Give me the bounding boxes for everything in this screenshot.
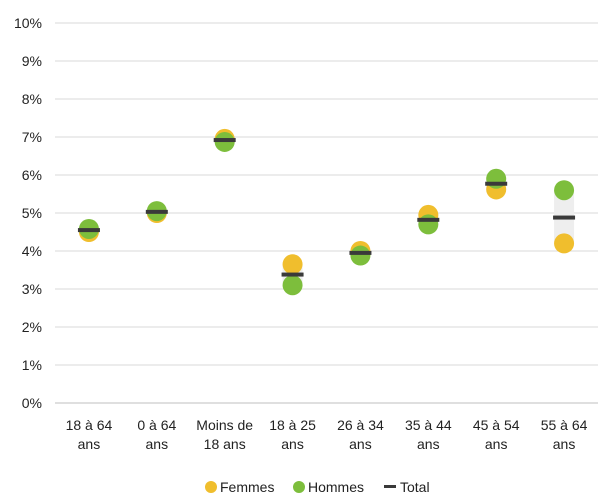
- y-tick-label: 3%: [22, 281, 42, 297]
- category-label-line: ans: [281, 436, 304, 452]
- y-tick-label: 7%: [22, 129, 42, 145]
- legend-item-hommes: Hommes: [293, 479, 364, 495]
- category-label: 45 à 54 ans: [473, 417, 520, 452]
- category-label: 0 à 64 ans: [137, 417, 176, 452]
- point-total: [485, 181, 508, 186]
- legend-label: Total: [400, 479, 430, 495]
- legend-item-femmes: Femmes: [205, 479, 274, 495]
- category-label-line: ans: [78, 436, 101, 452]
- legend-item-total: Total: [384, 479, 430, 495]
- gridlines: [55, 22, 598, 404]
- y-tick-label: 10%: [14, 15, 42, 31]
- y-axis-tick-labels: 0% 1% 2% 3% 4% 5% 6% 7% 8% 9% 10%: [14, 15, 42, 411]
- point-total: [145, 209, 168, 214]
- category-label-line: 18 ans: [204, 436, 246, 452]
- point-total: [77, 228, 100, 233]
- category-label: 35 à 44 ans: [405, 417, 452, 452]
- category-label-line: ans: [349, 436, 372, 452]
- data-points: [77, 128, 576, 296]
- category-label-line: Moins de: [196, 417, 253, 433]
- point-hommes: [486, 168, 507, 189]
- legend-swatch: [384, 485, 396, 488]
- y-tick-label: 9%: [22, 53, 42, 69]
- point-hommes: [554, 180, 575, 201]
- point-hommes: [282, 275, 303, 296]
- category-label-line: 18 à 64: [66, 417, 113, 433]
- category-label: 18 à 25 ans: [269, 417, 316, 452]
- category-label: 26 à 34 ans: [337, 417, 384, 452]
- y-tick-label: 0%: [22, 395, 42, 411]
- category-label: Moins de 18 ans: [196, 417, 253, 452]
- point-total: [553, 215, 576, 220]
- legend: Femmes Hommes Total: [205, 479, 430, 495]
- point-total: [213, 138, 236, 143]
- category-label-line: 18 à 25: [269, 417, 316, 433]
- y-tick-label: 8%: [22, 91, 42, 107]
- category-label-line: ans: [146, 436, 169, 452]
- legend-swatch: [205, 481, 217, 493]
- category-label-line: 35 à 44: [405, 417, 452, 433]
- point-hommes: [350, 245, 371, 266]
- point-total: [281, 272, 304, 277]
- legend-swatch: [293, 481, 305, 493]
- point-hommes: [418, 214, 439, 235]
- point-femmes: [282, 254, 303, 275]
- category-label-line: ans: [417, 436, 440, 452]
- legend-label: Femmes: [220, 479, 274, 495]
- y-tick-label: 2%: [22, 319, 42, 335]
- category-label-line: 0 à 64: [137, 417, 176, 433]
- category-label-line: ans: [485, 436, 508, 452]
- y-tick-label: 5%: [22, 205, 42, 221]
- category-label-line: 55 à 64: [541, 417, 588, 433]
- point-femmes: [554, 233, 575, 254]
- point-total: [417, 217, 440, 222]
- y-tick-label: 1%: [22, 357, 42, 373]
- category-label: 55 à 64 ans: [541, 417, 588, 452]
- y-tick-label: 6%: [22, 167, 42, 183]
- point-total: [349, 250, 372, 255]
- y-tick-label: 4%: [22, 243, 42, 259]
- x-axis-category-labels: 18 à 64 ans 0 à 64 ans Moins de 18 ans 18 à 25…: [66, 417, 588, 452]
- category-label-line: 45 à 54: [473, 417, 520, 433]
- category-label-line: 26 à 34: [337, 417, 384, 433]
- category-label: 18 à 64 ans: [66, 417, 113, 452]
- category-label-line: ans: [553, 436, 576, 452]
- legend-label: Hommes: [308, 479, 364, 495]
